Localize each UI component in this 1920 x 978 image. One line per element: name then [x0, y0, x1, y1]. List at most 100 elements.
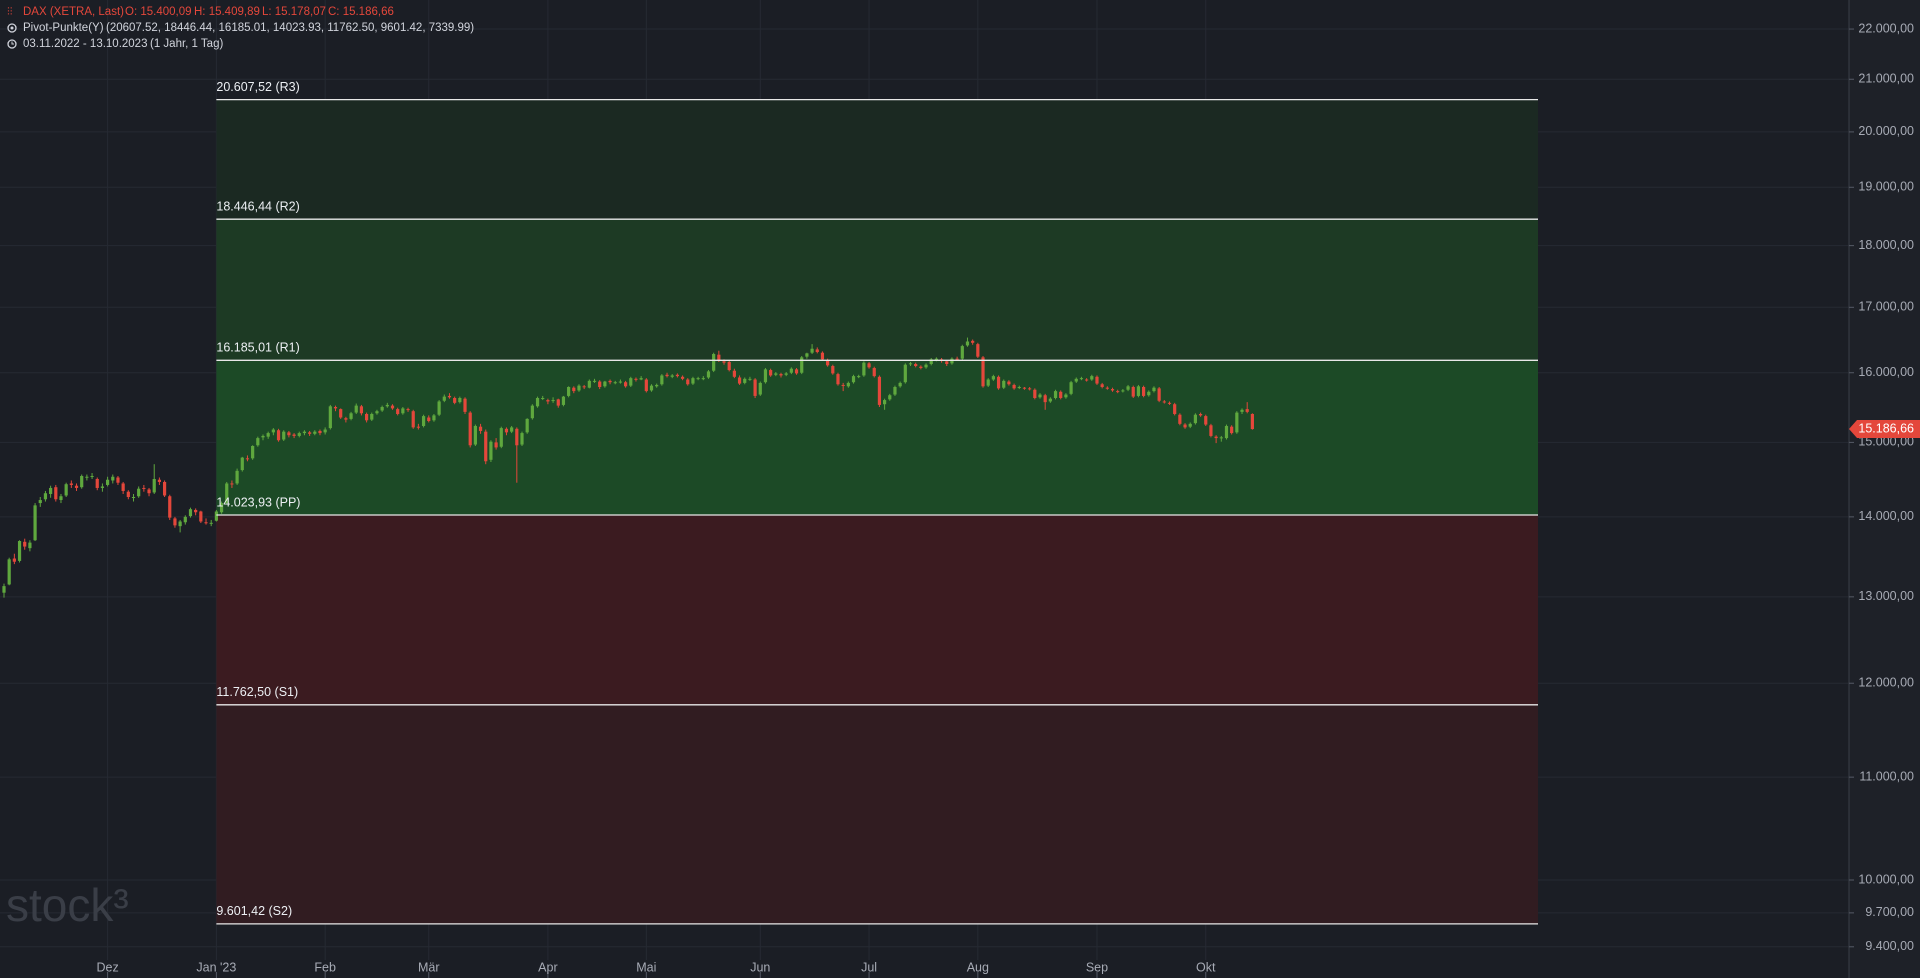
- candle-body: [701, 378, 705, 380]
- candle-body: [1007, 381, 1011, 385]
- candle-body: [914, 364, 918, 367]
- y-tick-label: 13.000,00: [1858, 589, 1914, 603]
- candle-body: [618, 381, 623, 383]
- candle-body: [308, 432, 312, 434]
- candle-body: [349, 413, 353, 419]
- candle-body: [660, 375, 664, 385]
- y-tick-label: 17.000,00: [1858, 300, 1914, 314]
- candle-body: [670, 375, 674, 377]
- candle-body: [1204, 416, 1208, 425]
- candle-body: [996, 376, 1001, 389]
- candle-body: [59, 496, 63, 501]
- pivot-zone: [216, 99, 1538, 220]
- candle-body: [453, 397, 457, 403]
- candle-body: [183, 516, 187, 523]
- pivot-label: 9.601,42 (S2): [216, 904, 292, 918]
- candle-body: [981, 357, 985, 387]
- candle-body: [546, 400, 550, 402]
- candle-body: [1022, 387, 1027, 389]
- candle-body: [655, 384, 659, 387]
- price-axis-background: [1849, 0, 1920, 978]
- candle-body: [877, 376, 882, 405]
- candle-body: [971, 340, 975, 343]
- candle-body: [924, 364, 928, 368]
- candle-body: [934, 358, 938, 361]
- pivot-label: 16.185,01 (R1): [216, 341, 299, 355]
- candles: [2, 337, 1254, 598]
- candle-body: [644, 379, 648, 392]
- candle-body: [784, 373, 788, 375]
- candle-body: [826, 360, 830, 366]
- x-axis: Dez Jan '23 Feb Mär Apr Mai Jun Jul Aug Sep Okt: [96, 960, 1216, 978]
- candle-body: [831, 366, 835, 374]
- candle-body: [43, 493, 48, 500]
- candle-body: [950, 358, 954, 364]
- candle-body: [525, 418, 529, 433]
- candle-body: [1069, 382, 1073, 394]
- candle-body: [1002, 380, 1006, 388]
- candle-body: [333, 407, 338, 409]
- candle-body: [577, 385, 581, 391]
- candle-body: [774, 373, 778, 375]
- candle-body: [706, 371, 711, 378]
- candle-body: [380, 407, 384, 411]
- candle-body: [634, 378, 638, 380]
- candle-body: [499, 428, 503, 447]
- candle-body: [432, 415, 436, 421]
- candle-body: [841, 384, 845, 386]
- candle-body: [1162, 401, 1166, 403]
- candle-body: [1173, 404, 1177, 414]
- candle-body: [1188, 423, 1192, 427]
- candle-body: [639, 378, 643, 380]
- candle-body: [846, 382, 850, 387]
- candle-body: [753, 379, 757, 396]
- candle-body: [1193, 414, 1197, 424]
- candle-body: [416, 426, 420, 428]
- instrument: DAX (XETRA, Last): [23, 6, 124, 18]
- candle-body: [903, 364, 907, 383]
- candle-body: [90, 476, 94, 478]
- candle-body: [396, 409, 400, 414]
- watermark: stock³: [6, 879, 129, 931]
- candle-body: [447, 395, 452, 398]
- candle-body: [126, 491, 130, 497]
- candle-body: [1074, 378, 1078, 382]
- candle-body: [219, 503, 224, 513]
- candle-body: [769, 370, 773, 376]
- candle-body: [385, 404, 389, 407]
- candle-body: [271, 429, 275, 433]
- candle-body: [1131, 387, 1135, 397]
- candle-body: [116, 477, 120, 483]
- candle-body: [137, 488, 141, 497]
- last-price-label: 15.186,66: [1858, 421, 1914, 435]
- candle-body: [28, 542, 32, 549]
- candle-body: [74, 485, 79, 488]
- y-axis: 22.000,00 21.000,00 20.000,00 19.000,00 18.0…: [1849, 21, 1914, 953]
- candle-body: [805, 353, 809, 357]
- candle-body: [178, 521, 182, 527]
- candle-body: [851, 376, 856, 383]
- candle-body: [199, 511, 203, 522]
- pivot-label: 18.446,44 (R2): [216, 199, 299, 213]
- candle-body: [1012, 384, 1016, 389]
- candle-body: [147, 489, 151, 494]
- candle-body: [458, 397, 462, 403]
- candle-icon: ⫶⫶: [7, 6, 13, 18]
- candle-body: [737, 377, 742, 384]
- candle-body: [551, 400, 555, 402]
- period: 03.11.2022 - 13.10.2023: [23, 38, 147, 50]
- y-tick-label: 10.000,00: [1858, 872, 1914, 886]
- candle-body: [111, 476, 115, 481]
- candle-body: [292, 434, 296, 436]
- candle-body: [898, 382, 902, 387]
- candle-body: [1121, 390, 1125, 392]
- x-tick-label: Apr: [538, 960, 557, 974]
- y-tick-label: 12.000,00: [1858, 676, 1914, 690]
- candle-body: [572, 387, 576, 392]
- candle-body: [587, 380, 591, 388]
- x-tick-label: Sep: [1086, 960, 1108, 974]
- candle-body: [1100, 384, 1104, 388]
- low-value: L: 15.178,07: [262, 6, 326, 18]
- candle-body: [717, 354, 721, 361]
- candle-body: [1167, 402, 1172, 404]
